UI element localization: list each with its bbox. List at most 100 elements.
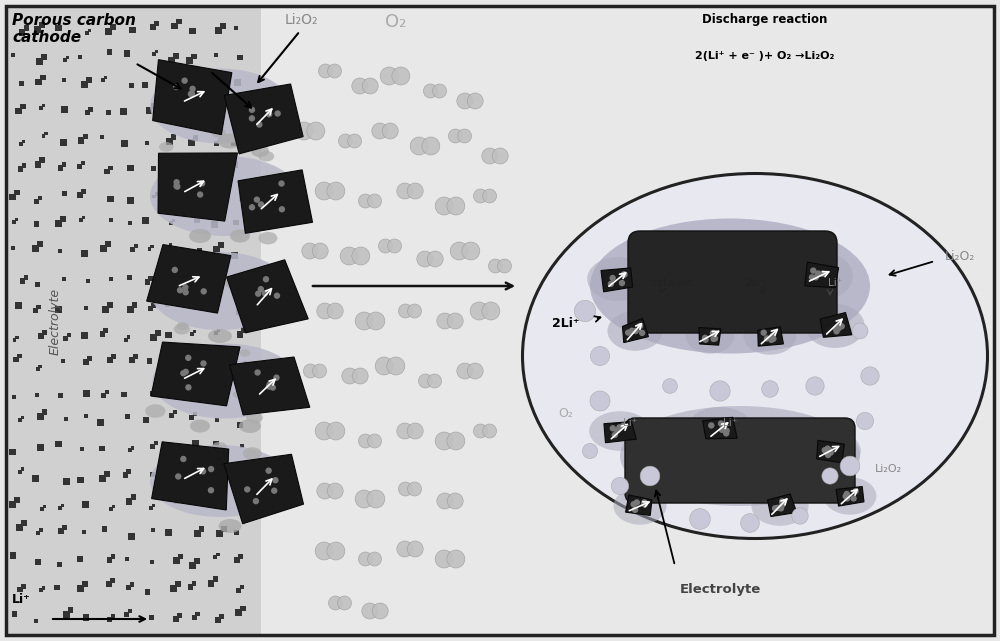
Bar xyxy=(16,524,23,531)
Circle shape xyxy=(368,194,382,208)
Bar xyxy=(177,613,182,618)
Circle shape xyxy=(275,111,280,116)
Ellipse shape xyxy=(208,329,232,343)
Bar xyxy=(55,306,62,313)
Circle shape xyxy=(338,134,352,148)
Bar xyxy=(231,252,238,259)
Text: O₂: O₂ xyxy=(558,406,573,419)
Circle shape xyxy=(826,453,831,458)
Bar xyxy=(155,50,158,53)
Bar xyxy=(82,581,88,587)
Polygon shape xyxy=(153,60,232,135)
Bar xyxy=(18,167,23,172)
Circle shape xyxy=(447,197,465,215)
Bar xyxy=(145,589,150,595)
Circle shape xyxy=(769,337,774,342)
Bar xyxy=(130,247,135,252)
Ellipse shape xyxy=(744,317,796,354)
Bar xyxy=(213,441,219,446)
Polygon shape xyxy=(622,319,648,343)
Ellipse shape xyxy=(224,280,235,288)
Bar xyxy=(34,221,39,227)
Bar xyxy=(152,504,155,508)
Bar xyxy=(165,529,172,535)
Bar xyxy=(240,606,246,612)
Bar xyxy=(189,28,196,35)
Bar xyxy=(11,53,15,57)
Bar xyxy=(40,75,46,80)
Circle shape xyxy=(806,377,824,395)
Ellipse shape xyxy=(246,412,263,423)
Bar xyxy=(111,614,115,619)
Bar xyxy=(233,220,239,226)
Bar xyxy=(127,197,134,204)
Bar xyxy=(77,163,82,169)
Circle shape xyxy=(407,423,423,439)
Bar xyxy=(220,23,226,29)
Circle shape xyxy=(473,189,487,203)
Circle shape xyxy=(483,189,497,203)
Bar xyxy=(194,530,201,537)
Bar xyxy=(192,581,196,586)
Bar xyxy=(210,391,217,398)
Text: Discharge reaction: Discharge reaction xyxy=(702,13,828,26)
Circle shape xyxy=(408,482,422,496)
Bar xyxy=(168,359,173,364)
Polygon shape xyxy=(836,487,864,506)
Ellipse shape xyxy=(150,69,290,144)
Bar xyxy=(237,331,243,338)
Bar xyxy=(111,354,116,359)
Bar xyxy=(9,449,16,456)
Circle shape xyxy=(183,369,188,374)
Circle shape xyxy=(380,67,398,85)
Circle shape xyxy=(741,513,759,533)
Bar xyxy=(11,246,15,250)
Circle shape xyxy=(834,329,839,334)
Bar xyxy=(124,612,129,617)
Bar xyxy=(165,110,169,114)
Bar xyxy=(148,306,153,312)
Ellipse shape xyxy=(258,151,274,162)
Circle shape xyxy=(186,355,191,360)
Bar xyxy=(134,244,138,248)
Bar xyxy=(212,77,218,83)
Bar xyxy=(171,134,176,140)
Bar xyxy=(235,138,239,142)
Bar xyxy=(236,588,241,593)
Bar xyxy=(170,169,174,172)
Circle shape xyxy=(256,291,261,296)
Bar xyxy=(189,415,194,420)
Bar xyxy=(165,303,169,307)
Bar xyxy=(190,332,194,337)
Circle shape xyxy=(724,428,729,433)
Bar xyxy=(57,562,62,567)
Bar xyxy=(198,214,203,219)
Bar xyxy=(150,24,156,29)
Bar xyxy=(81,250,88,257)
Bar xyxy=(171,83,178,90)
Circle shape xyxy=(198,192,203,197)
Bar xyxy=(18,418,22,422)
Bar xyxy=(170,195,177,201)
Bar xyxy=(150,334,157,341)
Bar xyxy=(121,140,128,147)
Circle shape xyxy=(422,137,440,155)
Bar xyxy=(37,413,44,420)
Bar xyxy=(88,107,93,112)
Circle shape xyxy=(253,499,258,504)
Circle shape xyxy=(827,447,832,453)
Bar xyxy=(21,467,24,470)
Bar xyxy=(82,215,85,219)
Polygon shape xyxy=(768,494,797,517)
Bar xyxy=(67,333,71,337)
Bar xyxy=(37,241,43,247)
Text: catalyst: catalyst xyxy=(651,278,693,288)
Polygon shape xyxy=(238,170,313,233)
Circle shape xyxy=(181,456,186,462)
Bar xyxy=(148,247,151,251)
Circle shape xyxy=(315,422,333,440)
Circle shape xyxy=(621,272,626,277)
Bar xyxy=(35,393,39,397)
Bar xyxy=(6,6,261,635)
Circle shape xyxy=(266,468,271,473)
